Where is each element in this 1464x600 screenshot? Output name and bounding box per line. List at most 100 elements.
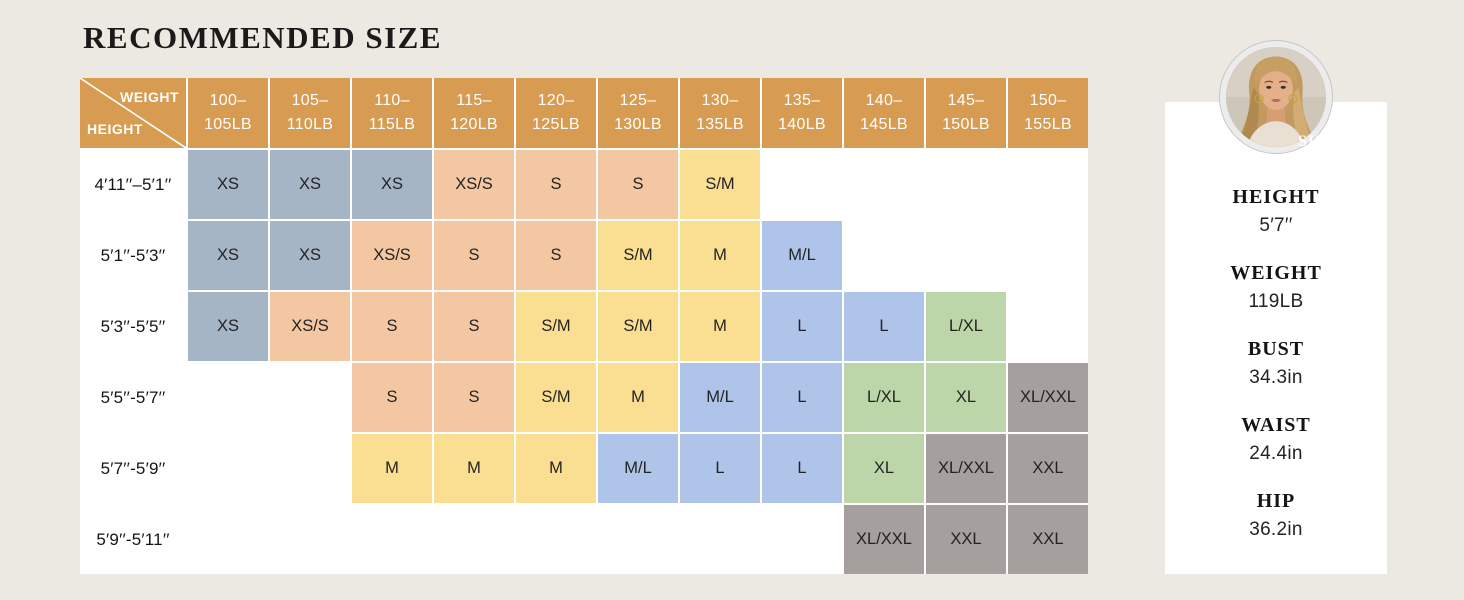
measurement-bust: BUST 34.3in [1248, 338, 1304, 389]
size-cell: M [352, 434, 432, 503]
size-cell: S/M [516, 292, 596, 361]
height-row-label: 5′5′′-5′7′′ [80, 363, 186, 432]
measurement-label: HEIGHT [1232, 186, 1320, 208]
size-cell: L [762, 363, 842, 432]
size-cell-empty [270, 434, 350, 503]
size-cell: XL [926, 363, 1006, 432]
page-title: RECOMMENDED SIZE [83, 20, 443, 55]
size-cell: XS [270, 150, 350, 219]
size-cell: XXL [926, 505, 1006, 574]
measurement-weight: WEIGHT 119LB [1230, 262, 1322, 313]
size-cell-empty [434, 505, 514, 574]
measurement-label: WEIGHT [1230, 262, 1322, 284]
size-cell: L [844, 292, 924, 361]
measurement-waist: WAIST 24.4in [1241, 414, 1310, 465]
height-row-label: 4′11′′–5′1′′ [80, 150, 186, 219]
size-cell: S [434, 363, 514, 432]
model-info-card: SIZE:S HEIGHT 5′7′′ WEIGHT 119LB BUST 34… [1165, 41, 1387, 574]
size-cell: M/L [598, 434, 678, 503]
size-cell: XL/XXL [844, 505, 924, 574]
size-cell: M [680, 292, 760, 361]
size-cell: S [434, 221, 514, 290]
size-cell-empty [1008, 292, 1088, 361]
measurement-label: HIP [1256, 490, 1296, 512]
model-photo [1226, 47, 1326, 147]
size-cell: XXL [1008, 434, 1088, 503]
weight-column-header: 150– 155LB [1008, 78, 1088, 148]
weight-column-header: 120– 125LB [516, 78, 596, 148]
height-row-label: 5′3′′-5′5′′ [80, 292, 186, 361]
diagonal-divider-line [80, 78, 186, 148]
size-cell: XS [270, 221, 350, 290]
weight-column-header: 105– 110LB [270, 78, 350, 148]
size-cell-empty [762, 505, 842, 574]
size-cell: S/M [598, 292, 678, 361]
size-cell: M [598, 363, 678, 432]
size-cell: XS [188, 150, 268, 219]
size-cell: XS [188, 292, 268, 361]
size-chart: WEIGHT HEIGHT 100– 105LB 105– 110LB 110– 115L… [80, 78, 1088, 574]
size-cell-empty [680, 505, 760, 574]
size-cell: L [762, 434, 842, 503]
measurement-value: 119LB [1248, 291, 1304, 312]
size-cell: M [434, 434, 514, 503]
weight-column-header: 145– 150LB [926, 78, 1006, 148]
measurement-label: BUST [1247, 338, 1305, 360]
model-measurements: HEIGHT 5′7′′ WEIGHT 119LB BUST 34.3in WA… [1165, 186, 1387, 566]
size-cell-empty [926, 221, 1006, 290]
size-cell: S [516, 150, 596, 219]
weight-column-header: 100– 105LB [188, 78, 268, 148]
size-cell-empty [1008, 221, 1088, 290]
measurement-value: 34.3in [1249, 367, 1303, 388]
chart-corner-cell: WEIGHT HEIGHT [80, 78, 186, 148]
size-cell: S/M [680, 150, 760, 219]
size-cell-empty [844, 221, 924, 290]
size-cell-empty [270, 505, 350, 574]
size-cell-empty [188, 434, 268, 503]
size-cell-empty [188, 505, 268, 574]
size-cell: L/XL [844, 363, 924, 432]
size-cell: XS [352, 150, 432, 219]
size-cell: M/L [762, 221, 842, 290]
size-cell: S [516, 221, 596, 290]
size-cell: XL/XXL [926, 434, 1006, 503]
measurement-value: 24.4in [1249, 443, 1303, 464]
size-cell-empty [270, 363, 350, 432]
size-cell: XS/S [270, 292, 350, 361]
size-cell: XS [188, 221, 268, 290]
weight-column-header: 140– 145LB [844, 78, 924, 148]
weight-column-header: 130– 135LB [680, 78, 760, 148]
height-axis-label: HEIGHT [87, 121, 143, 137]
height-row-label: 5′7′′-5′9′′ [80, 434, 186, 503]
size-cell: S/M [598, 221, 678, 290]
size-cell: S [434, 292, 514, 361]
weight-column-header: 135– 140LB [762, 78, 842, 148]
size-cell: XS/S [352, 221, 432, 290]
size-cell: M [516, 434, 596, 503]
height-row-label: 5′9′′-5′11′′ [80, 505, 186, 574]
measurement-height: HEIGHT 5′7′′ [1232, 186, 1319, 237]
size-cell: XL/XXL [1008, 363, 1088, 432]
height-row-label: 5′1′′-5′3′′ [80, 221, 186, 290]
weight-column-header: 110– 115LB [352, 78, 432, 148]
weight-axis-label: WEIGHT [120, 89, 179, 105]
size-cell: S [352, 292, 432, 361]
size-cell: M/L [680, 363, 760, 432]
size-cell: S/M [516, 363, 596, 432]
size-cell: L/XL [926, 292, 1006, 361]
size-cell-empty [1008, 150, 1088, 219]
weight-column-header: 125– 130LB [598, 78, 678, 148]
model-avatar [1220, 41, 1332, 153]
size-cell: S [598, 150, 678, 219]
measurement-hip: HIP 36.2in [1249, 490, 1303, 541]
size-cell-empty [762, 150, 842, 219]
measurement-label: WAIST [1241, 414, 1311, 436]
size-cell: XXL [1008, 505, 1088, 574]
size-cell: S [352, 363, 432, 432]
size-cell: M [680, 221, 760, 290]
size-cell-empty [844, 150, 924, 219]
weight-column-header: 115– 120LB [434, 78, 514, 148]
size-cell-empty [598, 505, 678, 574]
size-cell: L [762, 292, 842, 361]
